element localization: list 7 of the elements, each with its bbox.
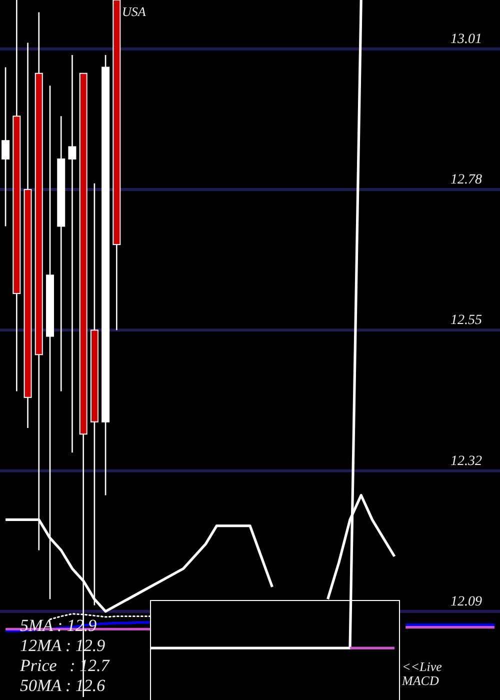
y-tick-label: 12.78 [450, 172, 482, 188]
annotation: <<Live MACD [401, 659, 442, 688]
chart-title: USA [122, 4, 146, 19]
y-tick-label: 12.32 [450, 454, 482, 469]
y-tick-label: 13.01 [450, 32, 482, 47]
y-tick-label: 12.55 [450, 313, 482, 328]
y-tick-label: 12.09 [450, 594, 482, 610]
